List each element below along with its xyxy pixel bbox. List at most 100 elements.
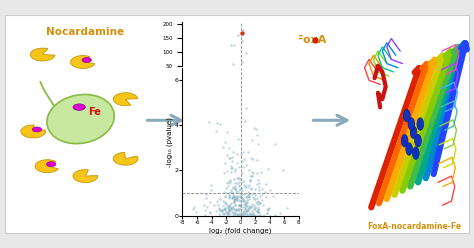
Point: [245, 207, 252, 211]
Point: [255, 210, 263, 214]
Point: [231, 197, 239, 201]
Point: [221, 207, 229, 211]
Point: [219, 211, 227, 215]
X-axis label: log₂ (fold change): log₂ (fold change): [210, 228, 272, 234]
Point: [240, 157, 247, 161]
Point: [226, 195, 233, 199]
Point: [225, 208, 233, 212]
Point: [246, 194, 253, 198]
Point: [220, 171, 228, 175]
Point: [241, 201, 249, 205]
Point: [232, 207, 240, 211]
Point: [230, 212, 238, 216]
Point: [240, 211, 247, 215]
Point: [229, 212, 237, 216]
Point: [248, 212, 256, 216]
Point: [230, 199, 237, 203]
Point: [249, 210, 256, 214]
Point: [229, 214, 237, 218]
Point: [243, 195, 250, 199]
Point: [230, 207, 238, 211]
Point: [210, 203, 218, 207]
Point: [246, 204, 253, 208]
Circle shape: [412, 147, 419, 159]
Point: [221, 201, 228, 205]
Point: [241, 203, 249, 207]
Point: [249, 171, 256, 175]
Point: [225, 206, 232, 210]
Point: [240, 192, 247, 196]
Point: [223, 212, 230, 216]
Point: [235, 203, 243, 207]
Point: [254, 207, 262, 211]
Point: [243, 213, 250, 217]
Point: [255, 213, 263, 217]
Point: [238, 31, 246, 35]
Wedge shape: [73, 170, 98, 183]
Point: [238, 188, 246, 192]
Point: [225, 203, 233, 207]
Point: [245, 192, 253, 196]
Point: [224, 206, 231, 210]
Point: [266, 214, 273, 217]
Point: [269, 194, 276, 198]
Point: [242, 51, 250, 55]
Point: [231, 200, 238, 204]
Point: [264, 167, 272, 171]
Point: [254, 202, 261, 206]
Point: [263, 211, 271, 215]
Point: [232, 187, 239, 191]
Point: [223, 209, 230, 213]
Point: [225, 196, 232, 200]
Point: [190, 205, 198, 209]
Point: [243, 208, 251, 212]
Point: [237, 187, 244, 191]
Point: [255, 188, 263, 192]
Point: [245, 150, 252, 154]
Point: [261, 213, 268, 217]
Point: [207, 184, 215, 187]
Point: [225, 191, 233, 195]
Point: [250, 125, 258, 129]
Point: [243, 198, 250, 202]
Point: [232, 189, 240, 193]
Point: [233, 198, 241, 202]
Circle shape: [46, 162, 56, 167]
Point: [239, 150, 246, 154]
Point: [233, 190, 241, 194]
Point: [227, 206, 235, 210]
Point: [220, 190, 228, 194]
Point: [244, 204, 251, 208]
Point: [231, 210, 238, 214]
Point: [257, 170, 265, 174]
Point: [247, 155, 255, 159]
Point: [232, 195, 239, 199]
Point: [216, 214, 224, 218]
Point: [239, 205, 246, 209]
Point: [234, 207, 242, 211]
Point: [263, 207, 271, 211]
Point: [215, 212, 223, 216]
Point: [221, 195, 228, 199]
Point: [234, 213, 242, 217]
Circle shape: [32, 127, 42, 132]
Ellipse shape: [47, 94, 114, 144]
Point: [243, 200, 251, 204]
Text: Fe: Fe: [88, 107, 100, 117]
Point: [216, 209, 224, 213]
Point: [242, 200, 250, 204]
Point: [245, 207, 253, 211]
Point: [237, 202, 245, 206]
Point: [229, 194, 237, 198]
Point: [235, 212, 242, 216]
Point: [246, 211, 254, 215]
Point: [226, 156, 233, 160]
Point: [237, 211, 245, 215]
Point: [224, 180, 232, 184]
Point: [240, 198, 248, 202]
Point: [231, 203, 239, 207]
Point: [238, 171, 246, 175]
Point: [240, 213, 247, 217]
Point: [256, 194, 264, 198]
Point: [250, 203, 258, 207]
